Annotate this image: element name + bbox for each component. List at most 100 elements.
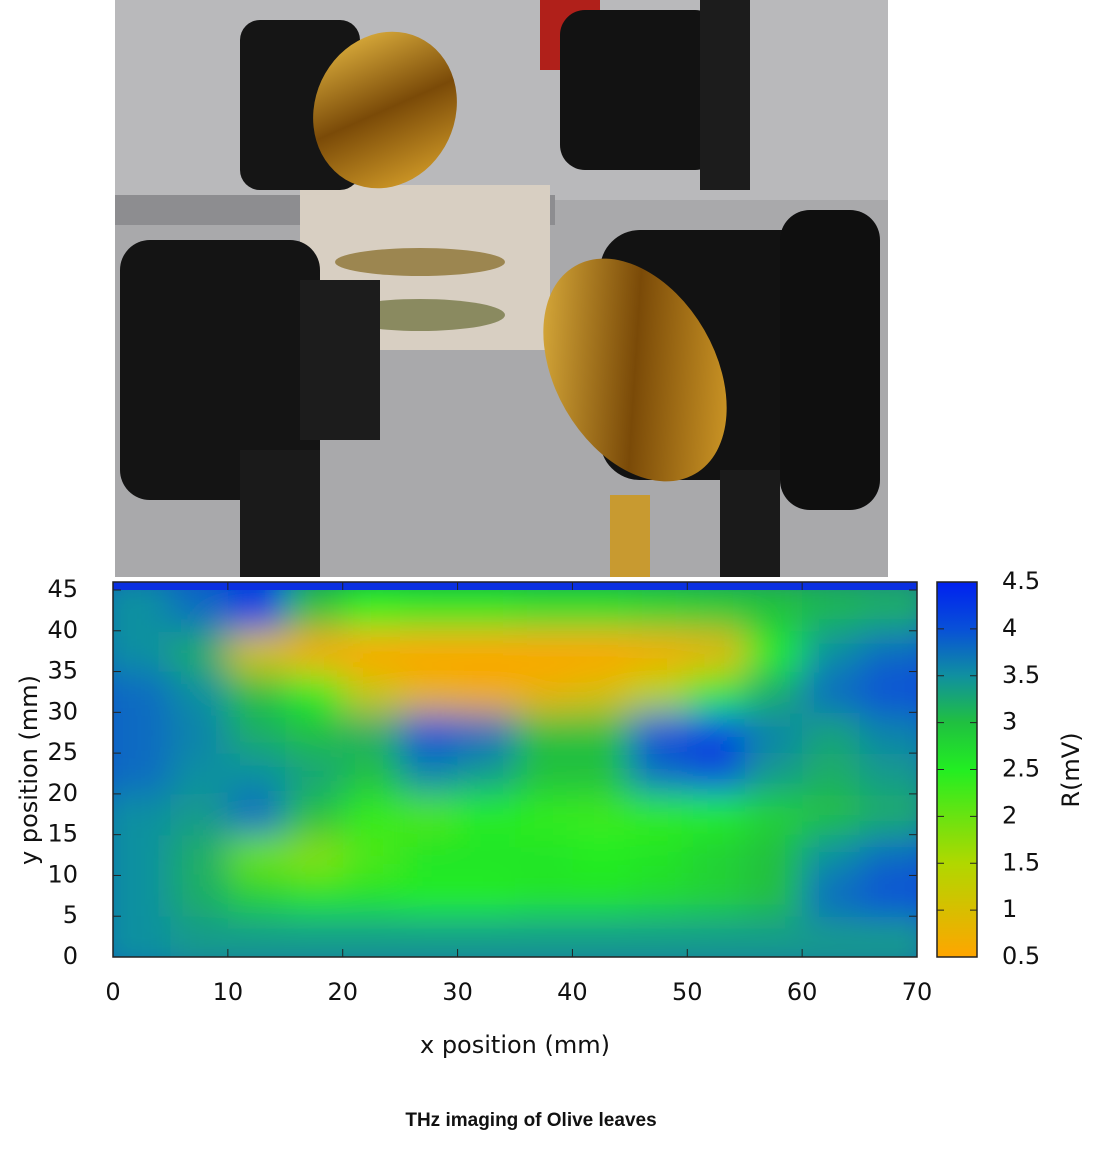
heatmap-cell	[802, 875, 861, 917]
colorbar-tick-label: 4.5	[1002, 567, 1040, 595]
heatmap-cell	[515, 875, 573, 917]
heatmap-cell	[227, 875, 286, 917]
heatmap-cell	[400, 590, 459, 632]
heatmap-cell	[400, 793, 459, 836]
heatmap-cell	[113, 590, 171, 632]
colorbar-tick-label: 1.5	[1002, 848, 1040, 876]
y-tick-label: 10	[47, 860, 78, 888]
y-tick-label: 45	[47, 575, 78, 603]
heatmap-cell	[744, 630, 803, 673]
colorbar-tick-label: 3	[1002, 708, 1017, 736]
heatmap-cell	[515, 834, 573, 876]
heatmap-cell	[113, 793, 171, 836]
heatmap-cell	[802, 753, 861, 795]
heatmap-cell	[515, 630, 573, 673]
heatmap-cell	[859, 671, 917, 713]
heatmap-cell	[572, 916, 631, 957]
x-tick-label: 20	[327, 978, 358, 1006]
heatmap-cell	[572, 753, 631, 795]
heatmap-cell	[515, 916, 573, 957]
heatmap-cell	[285, 712, 344, 754]
heatmap-cell	[113, 671, 171, 713]
heatmap-cell	[744, 590, 803, 632]
colorbar-tick-label: 3.5	[1002, 661, 1040, 689]
heatmap-cell	[342, 712, 401, 754]
heatmap-cell	[629, 793, 688, 836]
heatmap-cell	[457, 793, 516, 836]
heatmap-cell	[629, 753, 688, 795]
heatmap-cell	[457, 875, 516, 917]
heatmap-cell	[744, 671, 803, 713]
heatmap-cell	[285, 671, 344, 713]
heatmap-cell	[285, 590, 344, 632]
y-tick-label: 40	[47, 616, 78, 644]
plot-frame	[112, 581, 918, 958]
y-tick-label: 25	[47, 738, 78, 766]
y-tick-label: 5	[63, 901, 78, 929]
heatmap-cell	[457, 712, 516, 754]
heatmap-cell	[859, 753, 917, 795]
heatmap-cell	[342, 590, 401, 632]
heatmap-cell	[170, 630, 229, 673]
heatmap-cell	[687, 712, 746, 754]
heatmap-cell	[802, 712, 861, 754]
heatmap-cell	[342, 875, 401, 917]
heatmap-cell	[572, 712, 631, 754]
heatmap-cell	[227, 630, 286, 673]
y-axis-label: y position (mm)	[15, 675, 43, 865]
y-tick-label: 35	[47, 657, 78, 685]
x-tick-label: 40	[557, 978, 588, 1006]
y-tick-label: 15	[47, 820, 78, 848]
heatmap-cell	[400, 753, 459, 795]
heatmap-cell	[113, 753, 171, 795]
heatmap-cell	[515, 590, 573, 632]
heatmap-cell	[744, 916, 803, 957]
heatmap-cell	[400, 875, 459, 917]
heatmap-cell	[515, 793, 573, 836]
heatmap-cell	[227, 590, 286, 632]
heatmap-cell	[572, 671, 631, 713]
heatmap-cell	[400, 712, 459, 754]
colorbar-tick-label: 2.5	[1002, 755, 1040, 783]
heatmap-cell	[515, 712, 573, 754]
x-tick-label: 50	[672, 978, 703, 1006]
heatmap-cell	[687, 671, 746, 713]
x-tick-label: 30	[442, 978, 473, 1006]
heatmap-cell	[342, 753, 401, 795]
heatmap-cell	[113, 916, 171, 957]
heatmap-cell	[170, 916, 229, 957]
heatmap-cell	[227, 712, 286, 754]
heatmap-cell	[859, 916, 917, 957]
heatmap-cell	[744, 875, 803, 917]
heatmap-cell	[170, 753, 229, 795]
colorbar-tick-label: 4	[1002, 614, 1017, 642]
heatmap-cell	[342, 793, 401, 836]
heatmap-cell	[457, 630, 516, 673]
heatmap-cell	[457, 671, 516, 713]
heatmap-cell	[744, 712, 803, 754]
heatmap-cell	[687, 793, 746, 836]
heatmap-cell	[687, 590, 746, 632]
colorbar-label: R(mV)	[1057, 732, 1085, 807]
heatmap-cell	[629, 712, 688, 754]
heatmap-cell	[342, 834, 401, 876]
heatmap-cell	[113, 712, 171, 754]
heatmap-cell	[629, 671, 688, 713]
heatmap-cell	[285, 875, 344, 917]
heatmap-cell	[687, 916, 746, 957]
heatmap-cell	[285, 916, 344, 957]
heatmap-cell	[687, 753, 746, 795]
heatmap-cell	[687, 834, 746, 876]
heatmap-cell	[342, 916, 401, 957]
heatmap-cell	[285, 793, 344, 836]
heatmap-cell	[515, 753, 573, 795]
y-tick-label: 30	[47, 697, 78, 725]
heatmap-cell	[227, 793, 286, 836]
heatmap-cell	[629, 916, 688, 957]
heatmap-cell	[113, 834, 171, 876]
heatmap-cell	[802, 671, 861, 713]
heatmap-cell	[515, 671, 573, 713]
heatmap-cell	[744, 753, 803, 795]
heatmap-cell	[457, 916, 516, 957]
